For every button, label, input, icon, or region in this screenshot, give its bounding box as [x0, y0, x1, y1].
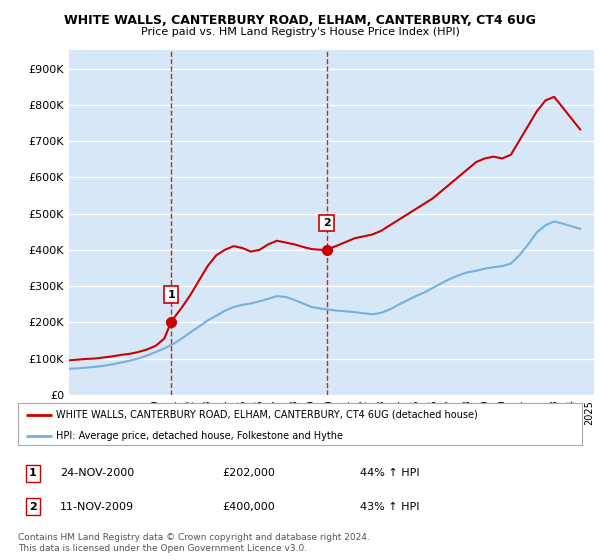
- Text: 43% ↑ HPI: 43% ↑ HPI: [360, 502, 419, 512]
- Text: 2: 2: [323, 218, 331, 228]
- Text: 1: 1: [167, 290, 175, 300]
- Text: WHITE WALLS, CANTERBURY ROAD, ELHAM, CANTERBURY, CT4 6UG (detached house): WHITE WALLS, CANTERBURY ROAD, ELHAM, CAN…: [56, 410, 478, 420]
- Text: £400,000: £400,000: [222, 502, 275, 512]
- Text: Contains HM Land Registry data © Crown copyright and database right 2024.
This d: Contains HM Land Registry data © Crown c…: [18, 533, 370, 553]
- Text: 11-NOV-2009: 11-NOV-2009: [60, 502, 134, 512]
- Text: Price paid vs. HM Land Registry's House Price Index (HPI): Price paid vs. HM Land Registry's House …: [140, 27, 460, 37]
- Text: WHITE WALLS, CANTERBURY ROAD, ELHAM, CANTERBURY, CT4 6UG: WHITE WALLS, CANTERBURY ROAD, ELHAM, CAN…: [64, 14, 536, 27]
- Text: 24-NOV-2000: 24-NOV-2000: [60, 468, 134, 478]
- Text: 2: 2: [29, 502, 37, 512]
- Text: HPI: Average price, detached house, Folkestone and Hythe: HPI: Average price, detached house, Folk…: [56, 431, 343, 441]
- Text: £202,000: £202,000: [222, 468, 275, 478]
- Text: 1: 1: [29, 468, 37, 478]
- Text: 44% ↑ HPI: 44% ↑ HPI: [360, 468, 419, 478]
